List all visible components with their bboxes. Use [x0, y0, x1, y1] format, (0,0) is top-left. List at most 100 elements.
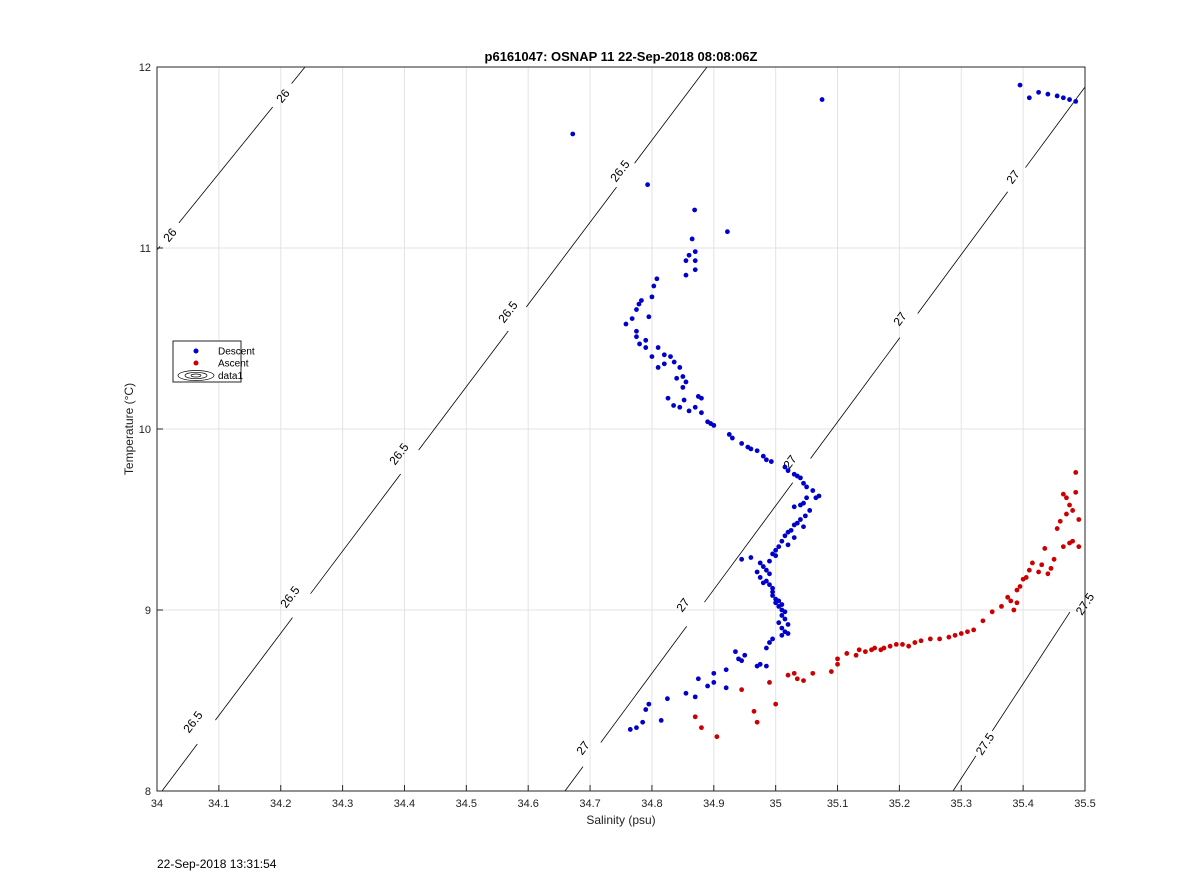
ascent-point — [1014, 600, 1020, 606]
ascent-point — [801, 678, 806, 683]
legend: Descent Ascent data1 — [172, 340, 255, 383]
legend-descent-label: Descent — [218, 347, 255, 358]
ascent-point — [1070, 508, 1076, 513]
y-tick-label: 9 — [145, 605, 151, 617]
ascent-point — [791, 670, 797, 676]
ascent-point — [1005, 594, 1011, 600]
legend-descent-marker — [193, 348, 199, 354]
descent-point — [767, 558, 772, 564]
descent-point — [681, 397, 687, 403]
ascent-point — [853, 652, 859, 658]
descent-point — [798, 517, 803, 522]
ascent-point — [1042, 546, 1048, 551]
descent-point — [813, 495, 819, 501]
ascent-point — [918, 638, 924, 644]
descent-point — [785, 622, 791, 627]
descent-point — [763, 567, 769, 573]
descent-point — [674, 375, 680, 381]
axis-ticks: 34 34.1 34.2 34.3 34.4 34.5 34.6 34.7 34.8 34.9 35… — [139, 62, 1096, 810]
ascent-point — [881, 645, 887, 651]
isopycnal-segment — [526, 186, 617, 308]
ascent-point — [699, 725, 704, 731]
y-tick-label: 11 — [140, 243, 151, 255]
descent-point — [692, 267, 698, 273]
isopycnal-segment — [418, 330, 509, 451]
descent-point — [785, 542, 791, 548]
density-contours: 262626.526.526.526.526.5272727272727.527… — [156, 66, 1097, 792]
isopycnal-27-5: 27.527.5 — [952, 590, 1097, 792]
descent-point — [686, 252, 692, 258]
ascent-point — [862, 649, 868, 655]
descent-point — [655, 365, 661, 370]
descent-point — [763, 663, 769, 669]
x-axis-label: Salinity (psu) — [586, 813, 655, 827]
ascent-point — [999, 603, 1004, 609]
ascent-point — [887, 643, 893, 649]
ascent-point — [785, 672, 791, 678]
descent-point — [692, 249, 698, 255]
descent-point — [748, 446, 754, 452]
descent-point — [665, 395, 671, 401]
descent-point — [763, 457, 769, 463]
descent-point — [767, 582, 772, 588]
descent-point — [699, 395, 704, 401]
descent-point — [729, 435, 735, 441]
ascent-point — [1026, 567, 1032, 573]
descent-point — [768, 459, 774, 464]
isopycnal-segment — [310, 473, 401, 594]
descent-point — [779, 632, 785, 638]
descent-point — [643, 337, 649, 343]
series-descent — [570, 82, 1079, 732]
descent-point — [643, 707, 649, 712]
descent-point — [661, 352, 667, 358]
descent-point — [739, 441, 745, 446]
ascent-point — [767, 680, 772, 685]
contour-label: 27 — [673, 595, 692, 614]
ascent-point — [1076, 544, 1082, 550]
descent-point — [791, 535, 797, 540]
descent-point — [683, 272, 689, 278]
ascent-point — [872, 645, 878, 651]
descent-point — [646, 314, 652, 320]
descent-point — [819, 97, 825, 102]
descent-point — [757, 575, 763, 580]
ascent-point — [965, 629, 970, 635]
y-axis-label: Temperature (°C) — [122, 383, 136, 475]
descent-point — [785, 468, 791, 474]
descent-point — [782, 609, 788, 615]
legend-ascent-marker — [193, 360, 199, 366]
contour-label: 26 — [273, 86, 292, 105]
series-ascent — [692, 470, 1082, 740]
descent-point — [651, 283, 657, 289]
x-tick-label: 34.7 — [579, 798, 600, 810]
descent-point — [802, 513, 808, 519]
descent-point — [773, 600, 779, 606]
descent-point — [658, 718, 664, 723]
ascent-point — [952, 632, 958, 638]
descent-point — [705, 683, 711, 689]
descent-point — [1060, 95, 1066, 101]
descent-point — [677, 404, 683, 410]
descent-point — [645, 182, 651, 188]
descent-point — [776, 544, 782, 550]
descent-point — [782, 533, 788, 539]
descent-point — [810, 488, 816, 493]
descent-point — [725, 229, 730, 235]
descent-point — [791, 522, 797, 528]
y-tick-label: 12 — [139, 62, 151, 74]
descent-point — [763, 645, 769, 651]
isopycnal-segment — [917, 191, 1008, 314]
descent-point — [699, 410, 704, 416]
descent-point — [757, 560, 763, 566]
descent-point — [708, 421, 714, 426]
ascent-point — [1036, 569, 1041, 575]
descent-point — [640, 719, 646, 725]
descent-point — [671, 403, 676, 408]
ascent-point — [980, 618, 986, 624]
descent-point — [692, 694, 698, 700]
descent-point — [773, 553, 779, 559]
contour-label: 26 — [160, 225, 179, 244]
ascent-point — [1011, 607, 1017, 613]
ascent-point — [912, 640, 918, 645]
